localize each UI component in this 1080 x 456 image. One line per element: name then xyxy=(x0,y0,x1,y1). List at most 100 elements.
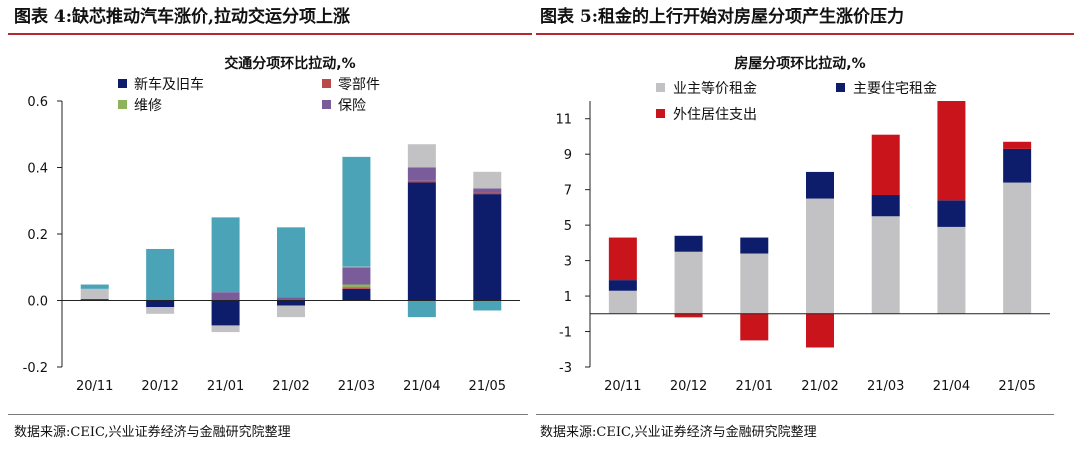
right-bar-segment xyxy=(740,237,769,254)
right-bar-segment xyxy=(674,251,703,314)
left-bar-segment xyxy=(277,297,305,301)
right-bar-segment xyxy=(937,226,966,314)
left-chart: 交通分项环比拉动,% -0.2 0.0 0.2 0.4 0.6 20/11 20/12 21/0… xyxy=(23,55,520,394)
right-legend-label: 业主等价租金 xyxy=(673,80,757,97)
left-y-tick-label: 0.6 xyxy=(27,95,48,110)
right-y-tick-label: 1 xyxy=(564,290,572,305)
right-bar-segment xyxy=(806,171,834,199)
right-bar-segment xyxy=(1003,148,1032,183)
left-bar-segment xyxy=(407,144,436,168)
right-bar-segment xyxy=(871,194,900,217)
left-title-rule xyxy=(8,33,532,35)
left-source-rule xyxy=(8,414,528,415)
right-x-tick-label: 21/02 xyxy=(801,379,838,394)
right-legend-label: 外住居住支出 xyxy=(673,107,757,123)
right-x-tick-label: 20/11 xyxy=(604,379,641,394)
right-bar-segment xyxy=(608,290,637,314)
left-bar-segment xyxy=(146,300,175,308)
left-legend-swatch xyxy=(322,79,331,88)
left-panel-title: 图表 4:缺芯推动汽车涨价,拉动交运分项上涨 xyxy=(14,7,350,27)
left-bar-segment xyxy=(211,217,240,293)
right-y-tick-label: 5 xyxy=(564,219,572,234)
right-source-rule xyxy=(536,414,1054,415)
right-chart-title: 房屋分项环比拉动,% xyxy=(734,55,865,72)
left-bar-segment xyxy=(277,300,305,306)
right-y-tick-label: 7 xyxy=(564,184,572,199)
left-bar-segment xyxy=(342,156,371,267)
right-y-tick-label: 11 xyxy=(555,113,572,128)
right-y-tick-label: 9 xyxy=(564,148,572,163)
left-x-tick-label: 21/01 xyxy=(207,379,244,394)
left-legend-label: 保险 xyxy=(338,98,366,114)
right-y-tick-label: 3 xyxy=(564,255,572,270)
left-x-tick-label: 20/12 xyxy=(141,379,178,394)
left-bar-segment xyxy=(473,192,502,195)
right-legend-swatch xyxy=(656,109,665,118)
right-x-tick-label: 21/05 xyxy=(998,379,1035,394)
left-legend-label: 零部件 xyxy=(338,77,380,93)
right-bar-segment xyxy=(871,216,900,314)
left-bar-segment xyxy=(277,305,305,318)
left-x-tick-label: 21/03 xyxy=(338,379,375,394)
left-source-note: 数据来源:CEIC,兴业证券经济与金融研究院整理 xyxy=(14,425,291,440)
left-bar-segment xyxy=(211,325,240,333)
left-bar-segment xyxy=(473,171,502,189)
left-bar-segment xyxy=(473,188,502,193)
right-bar-segment xyxy=(937,101,966,201)
left-chart-title: 交通分项环比拉动,% xyxy=(224,55,355,72)
left-bar-segment xyxy=(146,248,175,301)
right-bar-segment xyxy=(740,253,769,314)
left-bar-segment xyxy=(342,267,371,285)
left-bar-segment xyxy=(342,266,371,268)
left-bar-segment xyxy=(146,307,175,314)
left-bar-segment xyxy=(342,287,371,289)
left-y-tick-label: 0.4 xyxy=(27,162,48,177)
right-bar-segment xyxy=(806,313,834,348)
left-legend-swatch xyxy=(118,79,127,88)
right-x-tick-label: 21/03 xyxy=(867,379,904,394)
right-panel-title: 图表 5:租金的上行开始对房屋分项产生涨价压力 xyxy=(540,7,905,27)
right-x-tick-label: 21/04 xyxy=(933,379,970,394)
right-bar-segment xyxy=(806,198,834,314)
right-legend-label: 主要住宅租金 xyxy=(853,81,937,97)
left-bar-segment xyxy=(407,167,436,181)
left-legend-label: 新车及旧车 xyxy=(134,76,204,93)
right-x-tick-label: 20/12 xyxy=(670,379,707,394)
left-y-tick-label: -0.2 xyxy=(23,361,48,376)
left-x-tick-label: 20/11 xyxy=(76,379,113,394)
left-bar-segment xyxy=(342,284,371,288)
right-bar-segment xyxy=(937,200,966,227)
left-bar-segment xyxy=(407,182,436,301)
left-legend-swatch xyxy=(118,100,127,109)
right-bar-segment xyxy=(871,134,900,195)
right-bar-segment xyxy=(1003,141,1032,149)
left-y-tick-label: 0.0 xyxy=(27,295,48,310)
right-bar-segment xyxy=(740,313,769,341)
left-bar-segment xyxy=(211,292,240,301)
right-chart: 房屋分项环比拉动,% -3 -1 1 3 5 7 9 11 20/11 20/12 21/01 21/0… xyxy=(555,55,1050,394)
left-x-tick-label: 21/04 xyxy=(403,379,440,394)
right-source-note: 数据来源:CEIC,兴业证券经济与金融研究院整理 xyxy=(540,425,817,440)
right-x-tick-label: 21/01 xyxy=(736,379,773,394)
left-y-tick-label: 0.2 xyxy=(27,228,48,243)
right-bar-segment xyxy=(608,280,637,291)
left-bar-segment xyxy=(473,194,502,301)
left-bar-segment xyxy=(80,288,109,299)
left-x-tick-label: 21/05 xyxy=(469,379,506,394)
left-bar-segment xyxy=(342,288,371,301)
right-bar-segment xyxy=(608,237,637,281)
left-bar-segment xyxy=(277,227,305,298)
right-legend-swatch xyxy=(836,83,845,92)
left-bar-segment xyxy=(407,300,436,318)
right-legend-swatch xyxy=(656,83,665,92)
left-bar-segment xyxy=(211,300,240,326)
right-title-rule xyxy=(536,33,1074,35)
right-bar-segment xyxy=(674,235,703,252)
left-bar-segment xyxy=(407,180,436,183)
right-bar-segment xyxy=(1003,182,1032,314)
left-bar-segment xyxy=(80,298,109,300)
right-y-tick-label: -3 xyxy=(559,361,572,376)
right-y-tick-label: -1 xyxy=(559,326,572,341)
left-legend-swatch xyxy=(322,100,331,109)
